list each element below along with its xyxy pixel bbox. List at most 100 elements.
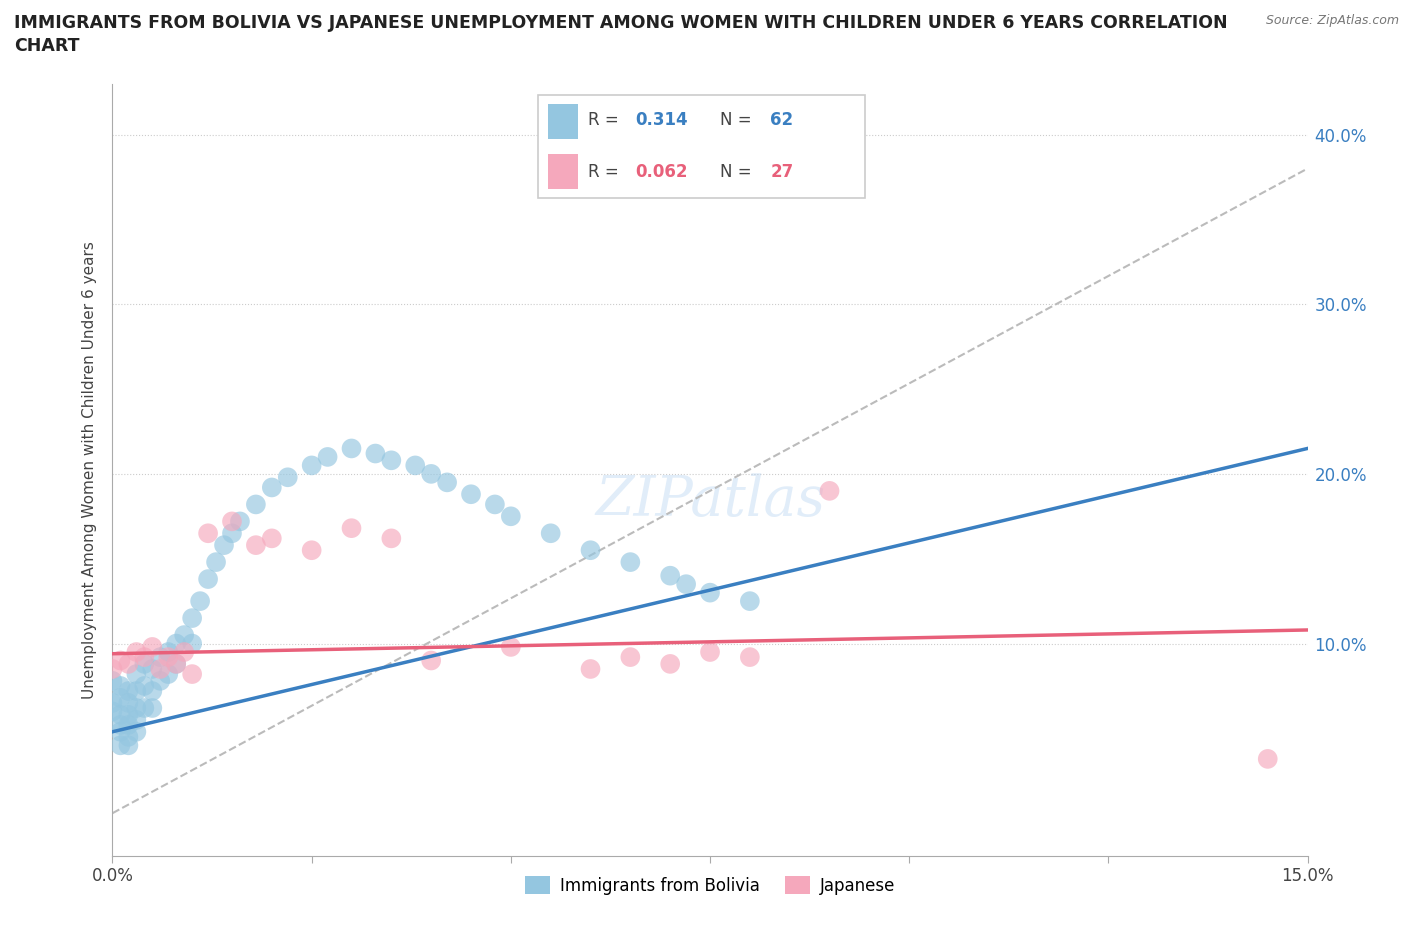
Text: R =: R = <box>588 112 624 129</box>
Point <box>197 525 219 540</box>
Point <box>818 484 841 498</box>
FancyBboxPatch shape <box>548 154 578 190</box>
Point <box>245 497 267 512</box>
Point <box>579 661 602 676</box>
Point <box>245 538 267 552</box>
Text: N =: N = <box>720 163 756 180</box>
Point <box>117 657 139 671</box>
Point <box>141 684 163 698</box>
Point <box>101 696 124 711</box>
Point <box>484 497 506 512</box>
Point <box>380 453 402 468</box>
Point <box>229 514 252 529</box>
Point <box>134 657 156 671</box>
Point <box>197 572 219 587</box>
Point <box>181 667 204 682</box>
Point <box>125 644 148 659</box>
Point <box>117 696 139 711</box>
Point <box>125 724 148 739</box>
Text: ZIPatlas: ZIPatlas <box>595 473 825 528</box>
Text: 0.062: 0.062 <box>636 163 688 180</box>
Point <box>117 729 139 744</box>
Text: IMMIGRANTS FROM BOLIVIA VS JAPANESE UNEMPLOYMENT AMONG WOMEN WITH CHILDREN UNDER: IMMIGRANTS FROM BOLIVIA VS JAPANESE UNEM… <box>14 14 1227 32</box>
FancyBboxPatch shape <box>537 95 865 198</box>
Point <box>659 568 682 583</box>
Point <box>675 577 697 591</box>
Point <box>125 700 148 715</box>
Point <box>460 486 482 501</box>
Point <box>157 650 180 665</box>
Point <box>420 467 443 482</box>
Text: 27: 27 <box>770 163 794 180</box>
Point <box>619 554 641 569</box>
Point <box>340 521 363 536</box>
Point <box>579 543 602 558</box>
Point <box>404 458 426 472</box>
Point <box>165 657 187 671</box>
Point <box>499 640 522 655</box>
Point <box>316 449 339 464</box>
Legend: Immigrants from Bolivia, Japanese: Immigrants from Bolivia, Japanese <box>519 870 901 901</box>
Point <box>125 667 148 682</box>
Point <box>212 538 235 552</box>
Point <box>738 650 761 665</box>
Point <box>101 661 124 676</box>
Point <box>420 653 443 668</box>
Point <box>141 640 163 655</box>
Point <box>181 611 204 626</box>
Point <box>499 509 522 524</box>
Point <box>134 700 156 715</box>
Point <box>134 679 156 694</box>
Point <box>1257 751 1279 766</box>
Point <box>117 737 139 752</box>
Point <box>117 708 139 723</box>
Point <box>110 724 132 739</box>
Point <box>165 657 187 671</box>
Point <box>157 667 180 682</box>
Point <box>301 458 323 472</box>
Point <box>110 653 132 668</box>
Point <box>173 644 195 659</box>
Point <box>101 673 124 688</box>
Point <box>699 644 721 659</box>
Point <box>364 446 387 461</box>
Point <box>110 708 132 723</box>
Point <box>149 650 172 665</box>
Point <box>340 441 363 456</box>
Text: CHART: CHART <box>14 37 80 55</box>
Point <box>165 636 187 651</box>
Y-axis label: Unemployment Among Women with Children Under 6 years: Unemployment Among Women with Children U… <box>82 241 97 698</box>
Point <box>277 470 299 485</box>
Point <box>188 593 211 608</box>
Point <box>181 636 204 651</box>
Point <box>125 684 148 698</box>
Point <box>619 650 641 665</box>
Point <box>141 700 163 715</box>
Point <box>117 718 139 733</box>
Point <box>301 543 323 558</box>
Point <box>110 679 132 694</box>
Point <box>157 644 180 659</box>
Point <box>659 657 682 671</box>
Text: 62: 62 <box>770 112 793 129</box>
Point <box>436 475 458 490</box>
Point <box>125 712 148 727</box>
Point <box>260 480 283 495</box>
Point <box>205 554 228 569</box>
Point <box>380 531 402 546</box>
Point <box>141 661 163 676</box>
Point <box>221 525 243 540</box>
Point <box>149 673 172 688</box>
Point <box>110 718 132 733</box>
Point <box>260 531 283 546</box>
Point <box>110 737 132 752</box>
Point <box>540 525 562 540</box>
Point <box>134 650 156 665</box>
Point <box>101 704 124 719</box>
Point <box>110 690 132 705</box>
Point <box>149 661 172 676</box>
Text: 0.314: 0.314 <box>636 112 688 129</box>
FancyBboxPatch shape <box>548 104 578 139</box>
Point <box>699 585 721 600</box>
Point <box>173 628 195 643</box>
